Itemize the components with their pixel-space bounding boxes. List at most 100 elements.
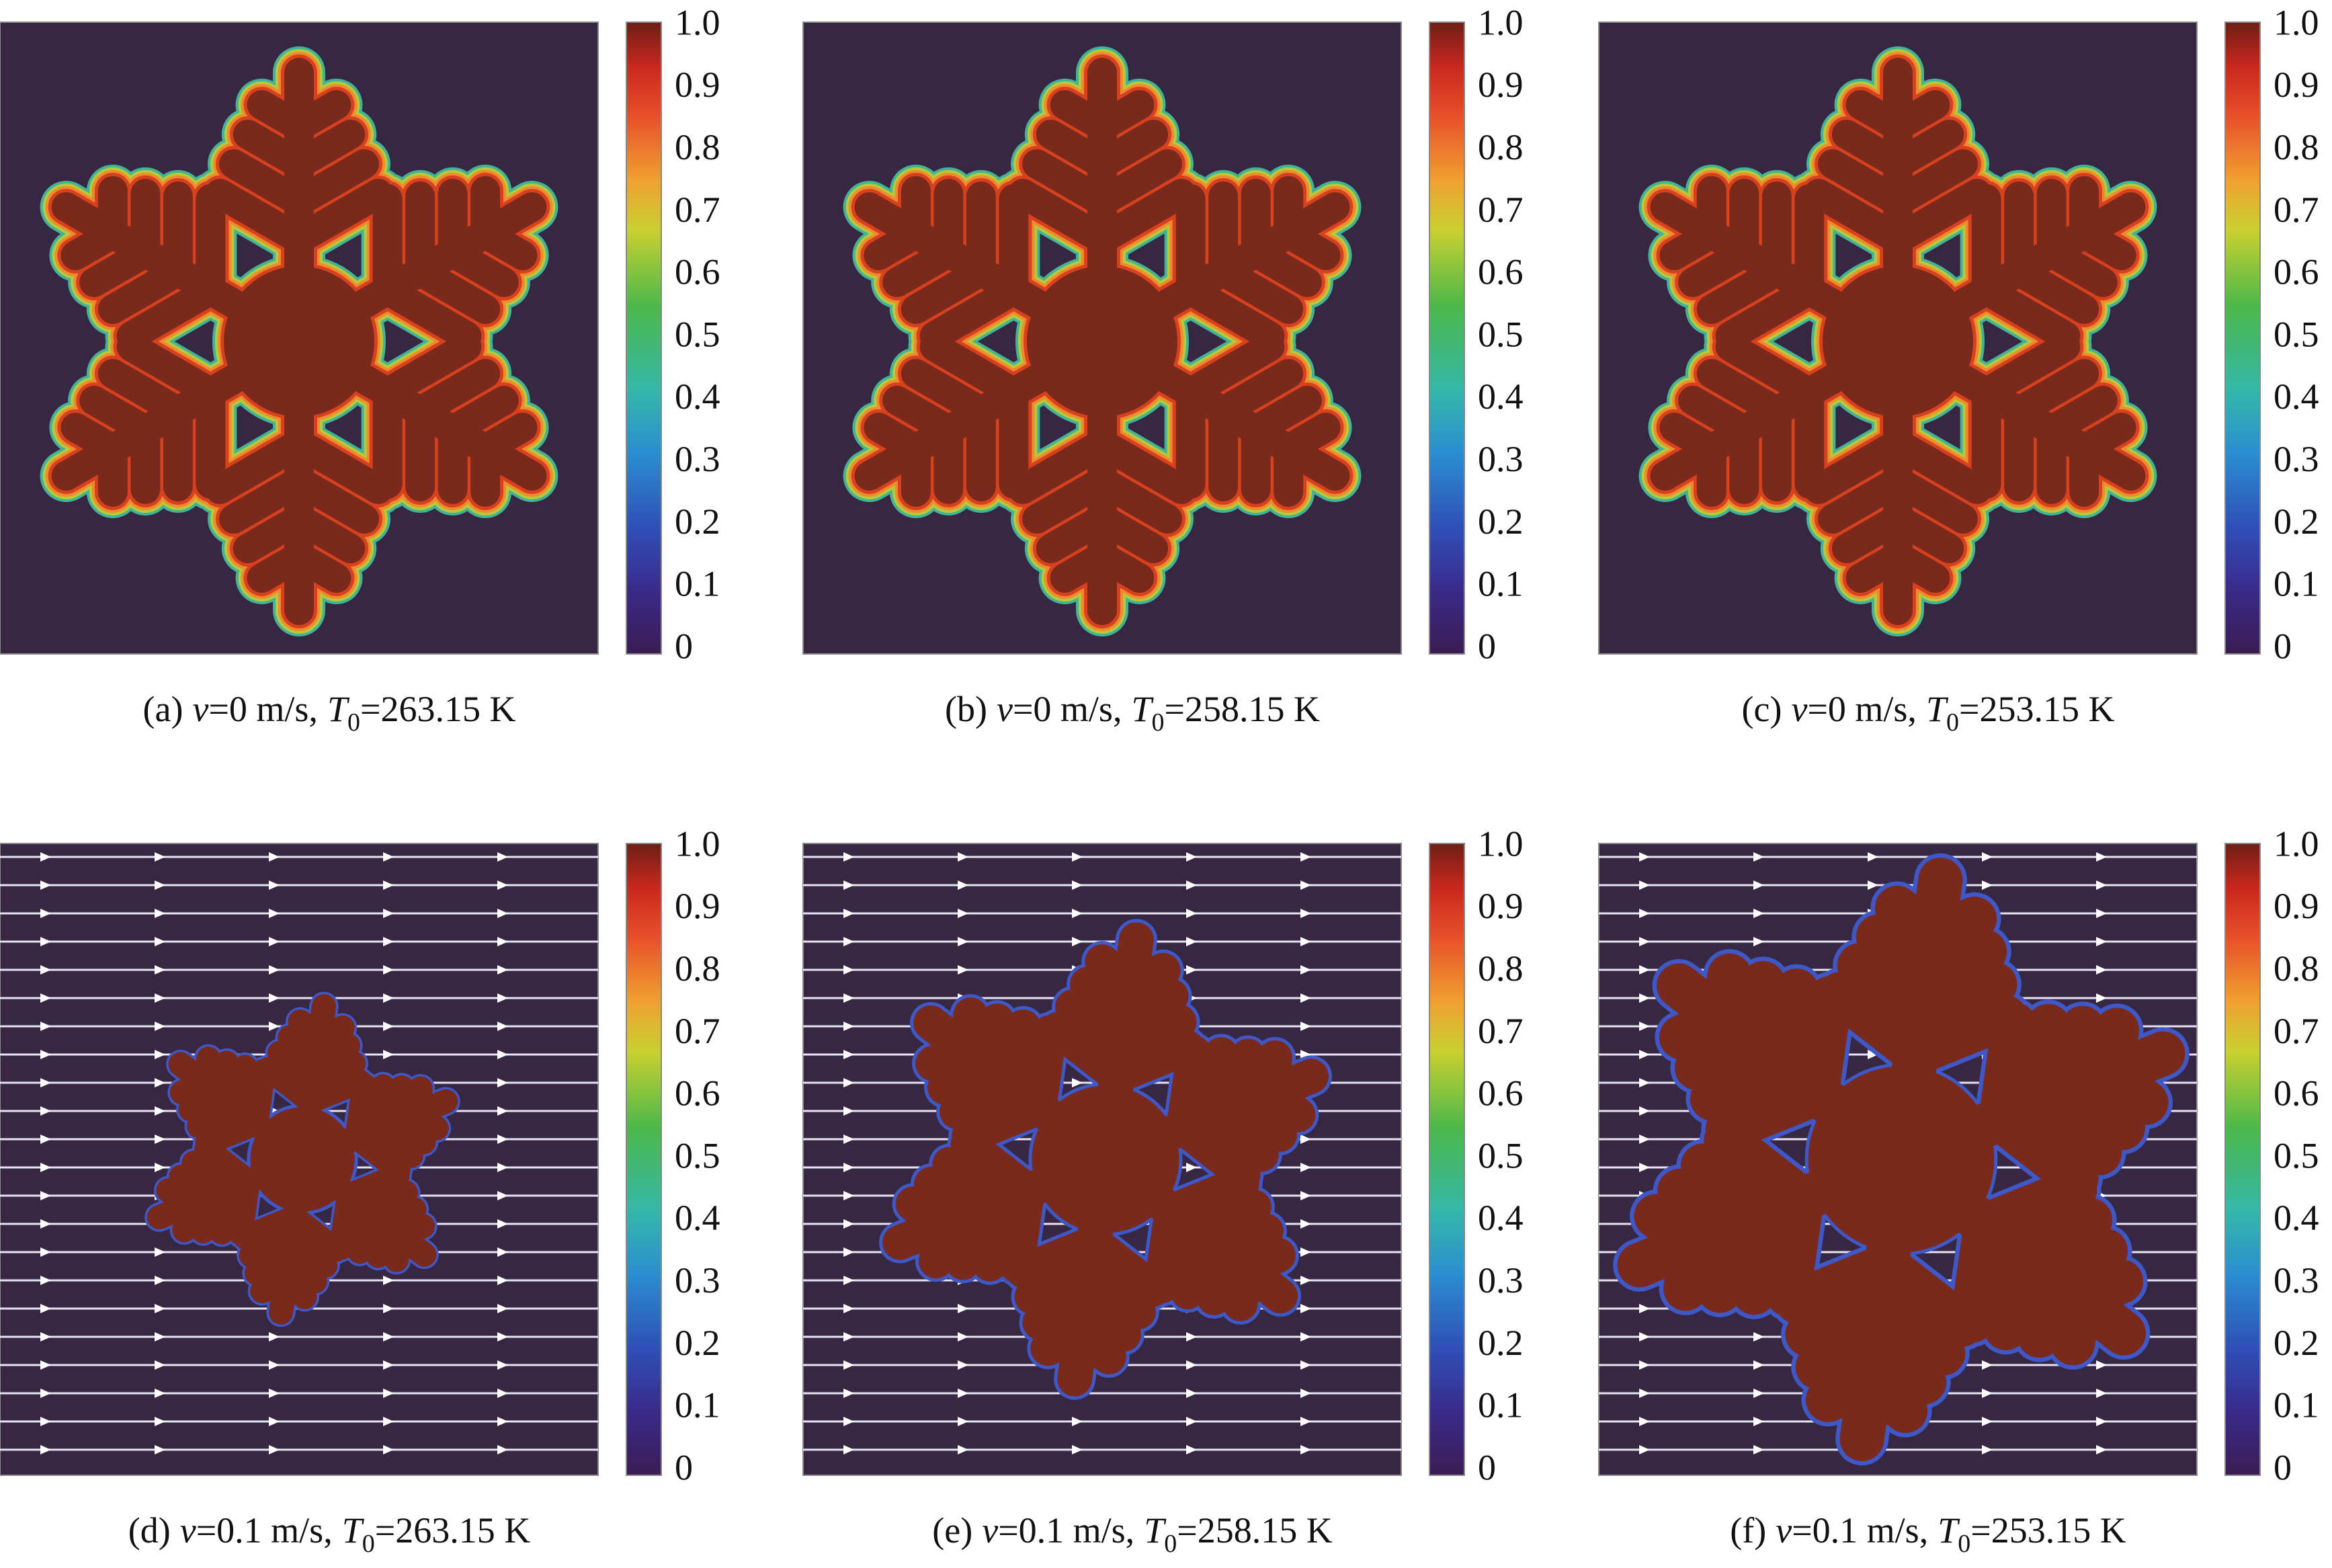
dendrite (1704, 1118, 1825, 1222)
temperature-subscript: 0 (1152, 708, 1165, 737)
flow-arrow (1639, 909, 1650, 918)
flow-arrow (497, 1247, 508, 1257)
flow-arrow (269, 1445, 280, 1454)
colorbar-tick-label: 0.9 (675, 886, 720, 926)
dendrite (1022, 1015, 1067, 1125)
colorbar-tick-label: 0.8 (675, 127, 720, 167)
dendrite (247, 542, 314, 593)
flow-arrow (1868, 1050, 1878, 1059)
dendrite (210, 1050, 239, 1109)
dendrite (1112, 952, 1181, 1001)
image-content (843, 46, 1362, 636)
flow-arrow (1186, 852, 1197, 862)
temperature-value: =263.15 K (360, 689, 515, 729)
dendrite (1883, 120, 1964, 179)
dendrite (244, 1248, 300, 1286)
flow-arrow (2096, 1389, 2107, 1398)
dendrite (1241, 238, 1322, 297)
colorbar-tick-label: 0.7 (1478, 190, 1524, 230)
flow-arrow (1868, 852, 1878, 862)
colorbar-tick-label: 0.4 (1478, 376, 1524, 417)
flow-arrow (497, 1445, 508, 1454)
colorbar-tick-label: 0.3 (1478, 1260, 1524, 1301)
flow-arrow (1300, 852, 1311, 862)
colorbar (626, 22, 662, 655)
colorbar-tick-label: 0.8 (675, 948, 720, 989)
colorbar (2224, 843, 2261, 1476)
dendrite (1971, 276, 2081, 351)
colorbar-tick-label: 0.7 (675, 190, 720, 230)
image-content (1599, 852, 2197, 1466)
flow-arrow (40, 909, 51, 918)
flow-arrow (1186, 1389, 1197, 1398)
colorbar-tick-label: 0.6 (675, 1073, 720, 1114)
colorbar-tick-label: 0.3 (2274, 439, 2319, 479)
core (1823, 266, 1973, 417)
flow-arrow (497, 937, 508, 946)
dendrite (919, 276, 1029, 351)
flow-arrow (1300, 1163, 1311, 1172)
flow-arrow (843, 909, 854, 918)
flow-arrow (1868, 880, 1878, 890)
colorbar-tick-label: 0.9 (2274, 886, 2319, 926)
colorbar-tick-label: 0 (1478, 626, 1496, 666)
flow-arrow (383, 1332, 394, 1342)
colorbar-tick-label: 0.9 (1478, 65, 1524, 105)
flow-arrow (155, 1050, 165, 1059)
flow-arrow (383, 965, 394, 975)
dendrite (60, 413, 128, 464)
dendrite (226, 1055, 257, 1122)
dendrite (1950, 1203, 2008, 1343)
flow-arrow (40, 1247, 51, 1257)
colorbar-tick-label: 0.1 (2274, 1385, 2319, 1426)
caption: (f) v=0.1 m/s, T0=253.15 K (1730, 1510, 2126, 1558)
flow-arrow (843, 1304, 854, 1313)
dendrite (384, 1223, 413, 1272)
colorbar-tick-label: 0.9 (675, 65, 720, 105)
flow-arrow (155, 880, 165, 890)
flow-arrow (383, 1389, 394, 1398)
dendrite (1087, 429, 1196, 504)
colorbar-tick-label: 0.3 (2274, 1260, 2319, 1301)
flow-arrow (2096, 880, 2107, 890)
colorbar-tick-label: 0.6 (1478, 1073, 1524, 1114)
flow-arrow (1639, 1022, 1650, 1031)
dendrite (233, 504, 314, 563)
flow-arrow (1300, 1022, 1311, 1031)
flow-arrow (155, 909, 165, 918)
dendrite (913, 1166, 988, 1232)
dendrite (895, 1186, 959, 1243)
flow-arrow (155, 1332, 165, 1342)
temperature-value: =258.15 K (1165, 689, 1320, 729)
dendrite (1795, 1321, 1898, 1390)
flow-arrow (497, 1191, 508, 1200)
flow-arrow (40, 1163, 51, 1172)
dendrite (1195, 1098, 1279, 1172)
dendrite (1208, 257, 1304, 324)
dendrite (1022, 1286, 1103, 1340)
colorbar-tick-label: 0.4 (2274, 1198, 2319, 1238)
dendrite (219, 466, 314, 534)
flow-arrow (155, 1304, 165, 1313)
dendrite (1805, 1360, 1892, 1422)
dendrite (1030, 1317, 1099, 1366)
flow-arrow (155, 1078, 165, 1087)
dendrite (2050, 1276, 2101, 1366)
caption: (c) v=0 m/s, T0=253.15 K (1742, 689, 2115, 737)
flow-arrow (497, 1276, 508, 1285)
flow-arrow (2096, 1417, 2107, 1426)
flow-arrow (843, 1332, 854, 1342)
colorbar-tick-label: 0 (675, 626, 693, 666)
flow-arrow (1639, 1106, 1650, 1116)
colorbar-tick-label: 0.2 (2274, 501, 2319, 542)
colorbar-tick-label: 0.5 (2274, 1135, 2319, 1175)
dendrite (284, 429, 393, 504)
dendrite (169, 1164, 220, 1210)
flow-arrow (1639, 1078, 1650, 1087)
temperature-value: =253.15 K (1970, 1510, 2126, 1551)
flow-arrow (1186, 1332, 1197, 1342)
flow-arrow (1639, 937, 1650, 946)
flow-arrow (1753, 880, 1764, 890)
core (1027, 266, 1177, 417)
